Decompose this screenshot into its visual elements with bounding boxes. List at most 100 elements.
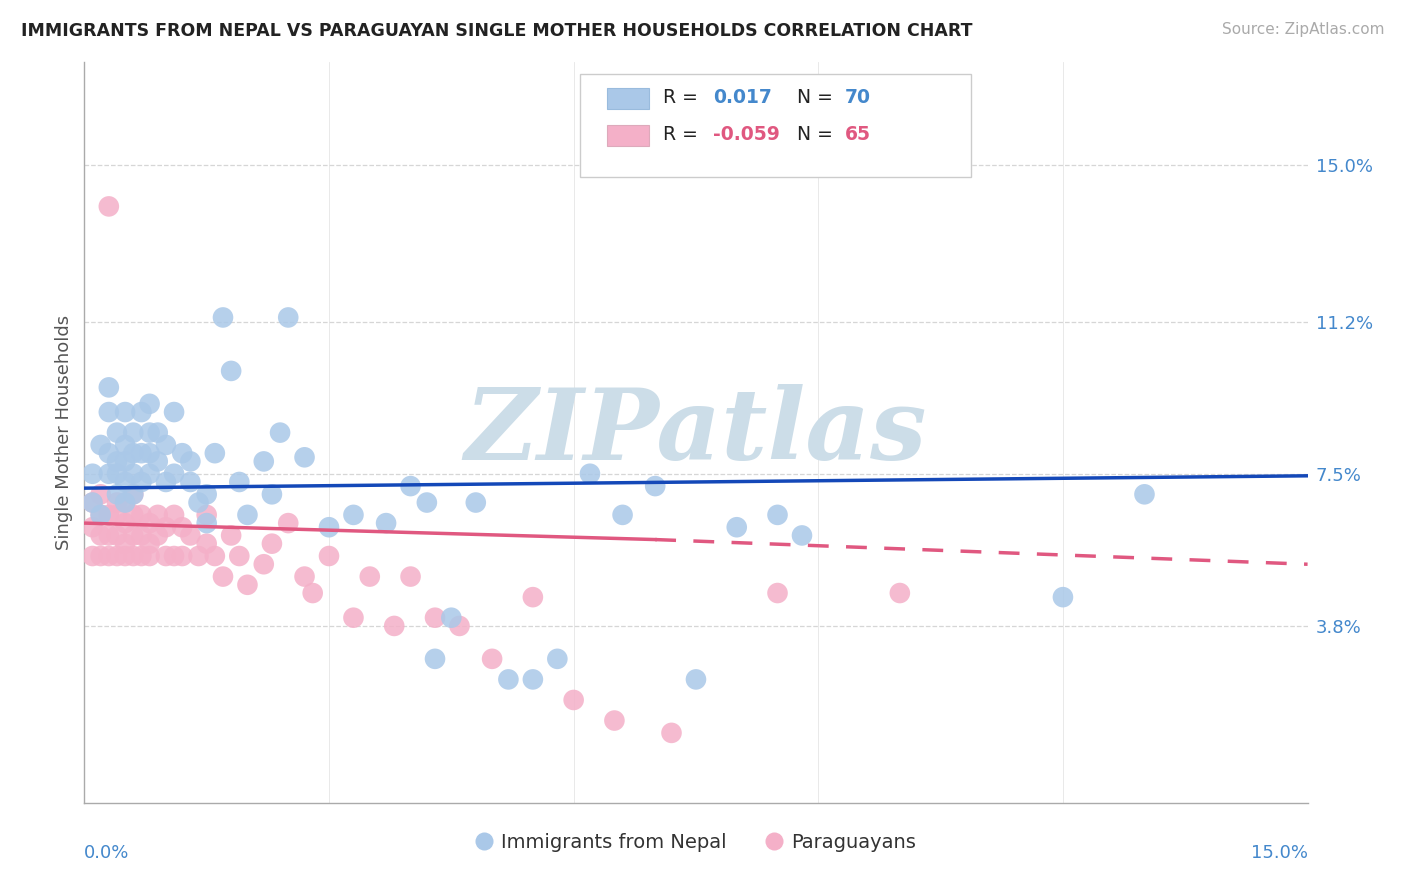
Text: 15.0%: 15.0% — [1250, 844, 1308, 862]
Point — [82, 549, 104, 563]
Point — [277, 310, 299, 325]
Point — [790, 528, 813, 542]
Point — [375, 516, 398, 530]
Point — [416, 495, 439, 509]
Point — [219, 364, 242, 378]
Point — [423, 652, 446, 666]
Point — [318, 549, 340, 563]
Point — [236, 578, 259, 592]
Point — [522, 590, 544, 604]
Point — [105, 495, 128, 509]
Point — [562, 693, 585, 707]
Point — [318, 520, 340, 534]
Point — [97, 508, 120, 522]
Point — [399, 569, 422, 583]
Point — [195, 536, 218, 550]
Point — [90, 508, 112, 522]
Point — [187, 549, 209, 563]
Point — [766, 586, 789, 600]
Point — [464, 495, 486, 509]
Point — [522, 673, 544, 687]
Text: R =: R = — [664, 125, 697, 144]
Point — [179, 475, 201, 489]
Point — [138, 446, 160, 460]
Point — [260, 487, 283, 501]
Point — [155, 549, 177, 563]
Point — [105, 487, 128, 501]
Text: 65: 65 — [845, 125, 872, 144]
Point — [122, 508, 145, 522]
Point — [114, 454, 136, 468]
Point — [97, 380, 120, 394]
Point — [301, 586, 323, 600]
Point — [440, 610, 463, 624]
Point — [269, 425, 291, 440]
Point — [725, 520, 748, 534]
Text: -0.059: -0.059 — [713, 125, 780, 144]
Point — [114, 438, 136, 452]
FancyBboxPatch shape — [579, 73, 972, 178]
Point — [228, 549, 250, 563]
Point — [97, 446, 120, 460]
Point — [97, 467, 120, 481]
Point — [228, 475, 250, 489]
Point — [114, 536, 136, 550]
Point — [260, 536, 283, 550]
Point — [277, 516, 299, 530]
Point — [114, 475, 136, 489]
Point — [661, 726, 683, 740]
Point — [114, 516, 136, 530]
Point — [603, 714, 626, 728]
Point — [131, 508, 153, 522]
Point — [138, 467, 160, 481]
Point — [423, 610, 446, 624]
Point — [90, 508, 112, 522]
Point — [97, 199, 120, 213]
Point — [122, 528, 145, 542]
Text: 0.0%: 0.0% — [84, 844, 129, 862]
Point — [114, 495, 136, 509]
Text: 70: 70 — [845, 87, 872, 107]
Point — [179, 454, 201, 468]
Point — [399, 479, 422, 493]
Y-axis label: Single Mother Households: Single Mother Households — [55, 315, 73, 550]
Point — [1052, 590, 1074, 604]
Point — [236, 508, 259, 522]
Point — [138, 516, 160, 530]
Point — [114, 495, 136, 509]
FancyBboxPatch shape — [606, 126, 650, 146]
Point — [204, 549, 226, 563]
Point — [155, 438, 177, 452]
Point — [163, 467, 186, 481]
Point — [204, 446, 226, 460]
Point — [105, 425, 128, 440]
Text: N =: N = — [797, 125, 834, 144]
Point — [90, 438, 112, 452]
Point — [97, 549, 120, 563]
Point — [131, 549, 153, 563]
Text: N =: N = — [797, 87, 834, 107]
Point — [685, 673, 707, 687]
Text: R =: R = — [664, 87, 697, 107]
Point — [172, 520, 194, 534]
Point — [481, 652, 503, 666]
Legend: Immigrants from Nepal, Paraguayans: Immigrants from Nepal, Paraguayans — [468, 825, 924, 860]
Point — [253, 454, 276, 468]
Point — [82, 467, 104, 481]
Point — [212, 569, 235, 583]
Point — [546, 652, 568, 666]
Point — [163, 549, 186, 563]
Point — [82, 495, 104, 509]
Point — [131, 446, 153, 460]
Point — [155, 520, 177, 534]
Point — [122, 549, 145, 563]
Point — [498, 673, 520, 687]
Point — [138, 549, 160, 563]
Point — [114, 405, 136, 419]
Point — [212, 310, 235, 325]
Point — [163, 405, 186, 419]
Point — [131, 405, 153, 419]
Point — [359, 569, 381, 583]
Point — [146, 425, 169, 440]
Point — [105, 508, 128, 522]
